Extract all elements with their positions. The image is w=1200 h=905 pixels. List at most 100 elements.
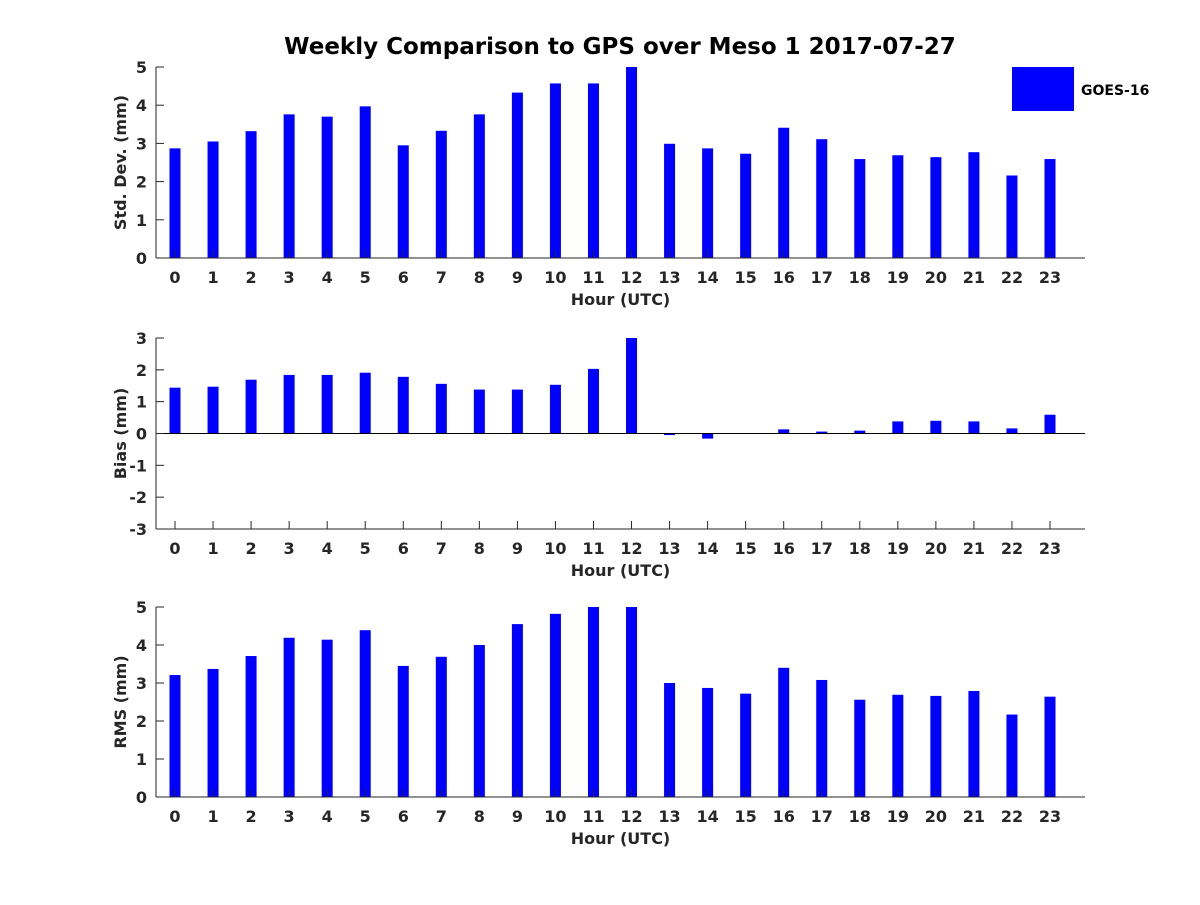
bar-hour-12	[626, 338, 637, 434]
x-tick-label: 14	[696, 539, 718, 558]
y-tick-label: 5	[136, 598, 147, 617]
bar-hour-22	[1006, 175, 1017, 258]
bar-hour-4	[322, 117, 333, 258]
bar-hour-22	[1006, 715, 1017, 797]
x-tick-label: 23	[1039, 807, 1061, 826]
x-tick-label: 12	[620, 539, 642, 558]
bar-hour-1	[208, 669, 219, 797]
y-tick-label: 4	[136, 636, 147, 655]
bar-hour-8	[474, 114, 485, 258]
x-tick-label: 17	[811, 539, 833, 558]
bar-hour-20	[930, 696, 941, 797]
y-axis-label: RMS (mm)	[111, 655, 130, 748]
bar-hour-1	[208, 141, 219, 258]
x-tick-label: 17	[811, 268, 833, 287]
bar-hour-0	[170, 148, 181, 258]
x-tick-label: 9	[512, 539, 523, 558]
x-tick-label: 9	[512, 268, 523, 287]
x-tick-label: 14	[696, 268, 718, 287]
x-tick-label: 1	[207, 807, 218, 826]
y-tick-label: -1	[129, 456, 147, 475]
bar-hour-18	[854, 159, 865, 258]
x-tick-label: 19	[887, 807, 909, 826]
x-tick-label: 18	[849, 539, 871, 558]
x-tick-label: 7	[436, 268, 447, 287]
bar-hour-3	[284, 638, 295, 797]
bar-hour-12	[626, 67, 637, 258]
x-tick-label: 2	[246, 268, 257, 287]
x-tick-label: 19	[887, 539, 909, 558]
y-tick-label: 1	[136, 750, 147, 769]
bar-hour-9	[512, 624, 523, 797]
x-tick-label: 18	[849, 807, 871, 826]
x-tick-label: 0	[169, 807, 180, 826]
x-tick-label: 20	[925, 268, 947, 287]
bar-hour-12	[626, 607, 637, 797]
y-tick-label: 4	[136, 96, 147, 115]
x-tick-label: 6	[398, 807, 409, 826]
bar-hour-0	[170, 388, 181, 434]
bar-hour-20	[930, 157, 941, 258]
y-axis-label: Bias (mm)	[111, 388, 130, 480]
x-tick-label: 6	[398, 268, 409, 287]
bar-hour-7	[436, 384, 447, 434]
y-tick-label: -3	[129, 520, 147, 539]
bar-hour-21	[968, 691, 979, 797]
x-tick-label: 4	[322, 268, 333, 287]
x-tick-label: 2	[246, 539, 257, 558]
x-tick-label: 8	[474, 807, 485, 826]
bar-hour-11	[588, 369, 599, 434]
y-tick-label: 3	[136, 329, 147, 348]
x-tick-label: 1	[207, 539, 218, 558]
x-tick-label: 15	[735, 807, 757, 826]
x-tick-label: 7	[436, 539, 447, 558]
x-tick-label: 3	[284, 268, 295, 287]
y-tick-label: 0	[136, 425, 147, 444]
bar-hour-0	[170, 675, 181, 797]
bar-hour-5	[360, 630, 371, 797]
bar-hour-23	[1045, 415, 1056, 434]
x-axis-label: Hour (UTC)	[571, 290, 671, 309]
x-tick-label: 17	[811, 807, 833, 826]
bar-hour-8	[474, 390, 485, 434]
bar-hour-21	[968, 152, 979, 258]
x-tick-label: 12	[620, 807, 642, 826]
bar-hour-14	[702, 688, 713, 797]
x-tick-label: 21	[963, 807, 985, 826]
x-tick-label: 4	[322, 539, 333, 558]
x-tick-label: 21	[963, 268, 985, 287]
y-tick-label: 3	[136, 134, 147, 153]
bar-hour-3	[284, 114, 295, 258]
y-tick-label: 1	[136, 211, 147, 230]
x-tick-label: 16	[773, 539, 795, 558]
bar-hour-19	[892, 421, 903, 433]
legend-label: GOES-16	[1081, 83, 1149, 99]
x-tick-label: 19	[887, 268, 909, 287]
x-tick-label: 12	[620, 268, 642, 287]
x-axis-label: Hour (UTC)	[571, 561, 671, 580]
bar-hour-18	[854, 700, 865, 797]
bar-hour-5	[360, 373, 371, 434]
bar-hour-11	[588, 83, 599, 258]
bar-hour-9	[512, 93, 523, 258]
y-tick-label: 2	[136, 712, 147, 731]
y-tick-label: 0	[136, 249, 147, 268]
x-tick-label: 20	[925, 807, 947, 826]
bar-hour-10	[550, 83, 561, 258]
x-tick-label: 5	[360, 268, 371, 287]
x-tick-label: 22	[1001, 807, 1023, 826]
bar-hour-13	[664, 144, 675, 258]
bar-hour-7	[436, 657, 447, 797]
bar-hour-16	[778, 128, 789, 258]
bar-hour-6	[398, 377, 409, 434]
x-axis-label: Hour (UTC)	[571, 829, 671, 848]
x-tick-label: 2	[246, 807, 257, 826]
y-tick-label: 1	[136, 393, 147, 412]
x-tick-label: 15	[735, 268, 757, 287]
x-tick-label: 16	[773, 268, 795, 287]
x-tick-label: 0	[169, 268, 180, 287]
chart-title: Weekly Comparison to GPS over Meso 1 201…	[284, 34, 956, 60]
